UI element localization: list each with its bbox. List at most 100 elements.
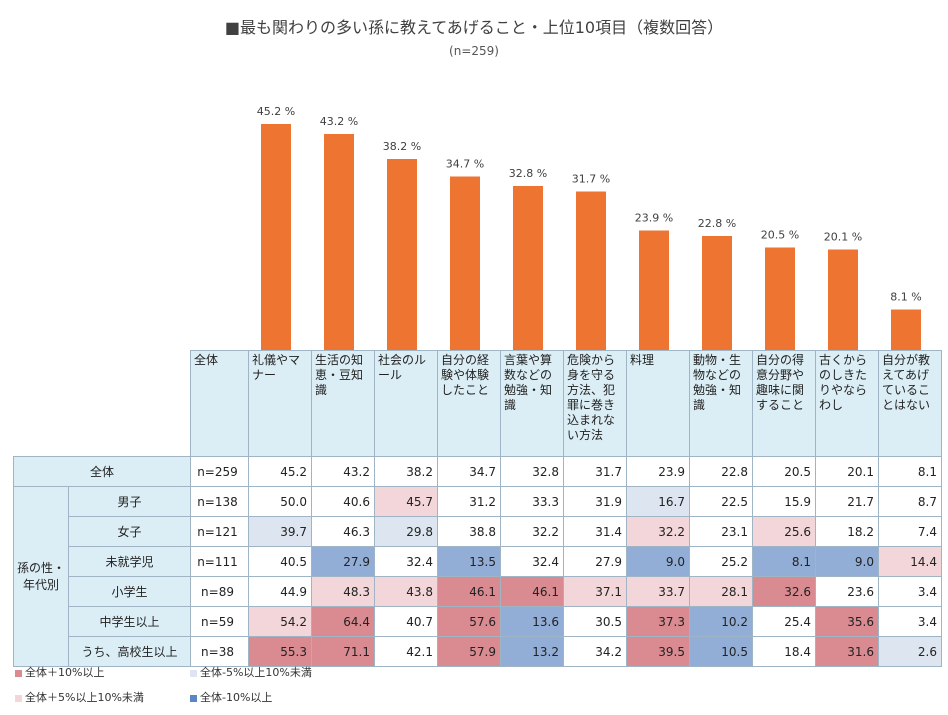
- bar-value-label: 20.5 %: [761, 229, 799, 242]
- table-cell: 33.3: [500, 486, 564, 517]
- legend-low5-swatch: [190, 669, 197, 677]
- table-cell: 8.1: [878, 456, 942, 487]
- legend-low10: 全体-10%以上: [190, 689, 272, 705]
- column-header: 礼儀やマナー: [248, 350, 312, 457]
- sample-size: n=259: [190, 456, 249, 487]
- table-cell: 50.0: [248, 486, 312, 517]
- table-cell: 7.4: [878, 516, 942, 547]
- row-label: 全体: [13, 456, 191, 487]
- table-cell: 18.4: [752, 636, 816, 667]
- table-cell: 14.4: [878, 546, 942, 577]
- legend-low10-label: 全体-10%以上: [200, 691, 273, 704]
- column-header: 自分の得意分野や趣味に関すること: [752, 350, 816, 457]
- bar: [639, 230, 669, 350]
- row-label: うち、高校生以上: [68, 636, 191, 667]
- table-cell: 64.4: [311, 606, 375, 637]
- bar-value-label: 20.1 %: [824, 231, 862, 244]
- table-cell: 39.7: [248, 516, 312, 547]
- table-cell: 31.2: [437, 486, 501, 517]
- table-row: 小学生 n=89 44.9 48.3 43.8 46.1 46.1 37.1 33.7 28.1 3…: [14, 576, 942, 607]
- table-cell: 34.7: [437, 456, 501, 487]
- header-total: 全体: [190, 350, 249, 457]
- sample-size: n=111: [190, 546, 249, 577]
- legend-low5: 全体-5%以上10%未満: [190, 664, 312, 680]
- table-cell: 27.9: [563, 546, 627, 577]
- table-cell: 2.6: [878, 636, 942, 667]
- bar: [765, 247, 795, 350]
- blank-cell: [14, 351, 69, 457]
- sample-size: n=59: [190, 606, 249, 637]
- legend-high5-swatch: [15, 694, 22, 702]
- table-cell: 10.5: [689, 636, 753, 667]
- bar-value-label: 31.7 %: [572, 173, 610, 186]
- bar-chart: 45.2 % 43.2 % 38.2 % 34.7 % 32.8 % 31.7 % 23.9…: [257, 105, 922, 350]
- legend-high10-swatch: [15, 669, 22, 677]
- table-cell: 25.2: [689, 546, 753, 577]
- header-row: 全体 礼儀やマナー 生活の知恵・豆知識 社会のルール 自分の経験や体験したこと 言葉や算数…: [14, 350, 942, 457]
- table-cell: 34.2: [563, 636, 627, 667]
- table-cell: 32.6: [752, 576, 816, 607]
- row-label: 小学生: [68, 576, 191, 607]
- table-cell: 39.5: [626, 636, 690, 667]
- chart-subtitle: (n=259): [449, 44, 499, 58]
- table-cell: 29.8: [374, 516, 438, 547]
- table-cell: 13.6: [500, 606, 564, 637]
- bar: [702, 236, 732, 350]
- table-cell: 37.3: [626, 606, 690, 637]
- table-cell: 23.9: [626, 456, 690, 487]
- table-cell: 46.3: [311, 516, 375, 547]
- bar-value-label: 38.2 %: [383, 140, 421, 153]
- bar-value-label: 8.1 %: [890, 291, 921, 304]
- column-header: 自分の経験や体験したこと: [437, 350, 501, 457]
- table-cell: 35.6: [815, 606, 879, 637]
- table-cell: 48.3: [311, 576, 375, 607]
- column-header: 危険から身を守る方法、犯罪に巻き込まれない方法: [563, 350, 627, 457]
- table-cell: 33.7: [626, 576, 690, 607]
- bar: [387, 159, 417, 350]
- table-cell: 15.9: [752, 486, 816, 517]
- bar: [450, 176, 480, 350]
- table-row: 全体 n=259 45.2 43.2 38.2 34.7 32.8 31.7 23.9 22.8 2…: [13, 456, 942, 487]
- table-cell: 25.6: [752, 516, 816, 547]
- table-cell: 40.5: [248, 546, 312, 577]
- legend-high5: 全体＋5%以上10%未満: [15, 689, 144, 705]
- table-cell: 32.8: [500, 456, 564, 487]
- row-label: 女子: [68, 516, 191, 547]
- bar-value-label: 32.8 %: [509, 167, 547, 180]
- table-cell: 8.1: [752, 546, 816, 577]
- bar: [513, 186, 543, 350]
- table-cell: 45.2: [248, 456, 312, 487]
- column-header: 言葉や算数などの勉強・知識: [500, 350, 564, 457]
- legend-high10-label: 全体＋10%以上: [25, 666, 105, 679]
- table-cell: 55.3: [248, 636, 312, 667]
- bar-value-label: 43.2 %: [320, 115, 358, 128]
- table-cell: 32.2: [500, 516, 564, 547]
- sample-size: n=89: [190, 576, 249, 607]
- table-cell: 45.7: [374, 486, 438, 517]
- table-cell: 46.1: [500, 576, 564, 607]
- table-cell: 3.4: [878, 576, 942, 607]
- table-cell: 32.2: [626, 516, 690, 547]
- table-cell: 54.2: [248, 606, 312, 637]
- table-cell: 32.4: [374, 546, 438, 577]
- table-row: 中学生以上 n=59 54.2 64.4 40.7 57.6 13.6 30.5 37.3 10.…: [14, 606, 942, 637]
- table-cell: 9.0: [815, 546, 879, 577]
- table-row: 孫の性・年代別 男子 n=138 50.0 40.6 45.7 31.2 33.3 31.9 16…: [13, 486, 942, 667]
- table-cell: 10.2: [689, 606, 753, 637]
- bar-value-label: 34.7 %: [446, 158, 484, 171]
- sample-size: n=121: [190, 516, 249, 547]
- table-cell: 13.5: [437, 546, 501, 577]
- table-cell: 28.1: [689, 576, 753, 607]
- table-cell: 23.6: [815, 576, 879, 607]
- bar: [828, 249, 858, 350]
- table-cell: 43.2: [311, 456, 375, 487]
- table-cell: 18.2: [815, 516, 879, 547]
- bar-value-label: 45.2 %: [257, 105, 295, 118]
- table-cell: 44.9: [248, 576, 312, 607]
- table-cell: 8.7: [878, 486, 942, 517]
- row-label: 男子: [68, 486, 191, 517]
- table-cell: 20.5: [752, 456, 816, 487]
- table-cell: 57.9: [437, 636, 501, 667]
- legend-low10-swatch: [190, 694, 197, 702]
- blank-cell: [69, 351, 191, 457]
